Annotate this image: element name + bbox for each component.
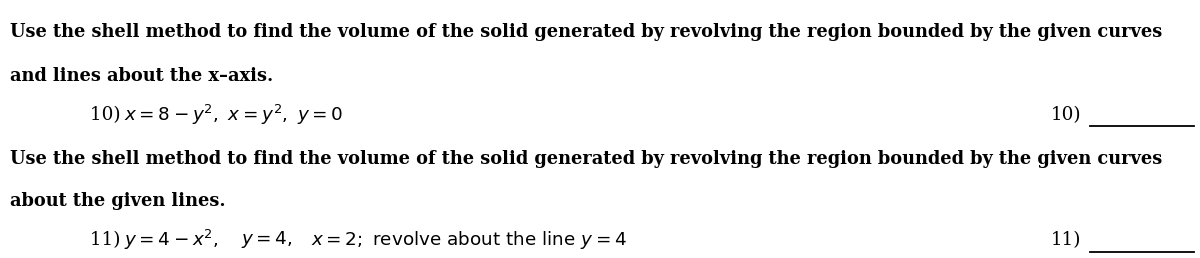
Text: $x = 2;\ \mathrm{revolve\ about\ the\ line}\ y = 4$: $x = 2;\ \mathrm{revolve\ about\ the\ li… <box>311 229 626 251</box>
Text: 10): 10) <box>90 106 126 124</box>
Text: about the given lines.: about the given lines. <box>10 192 226 210</box>
Text: Use the shell method to find the volume of the solid generated by revolving the : Use the shell method to find the volume … <box>10 23 1162 41</box>
Text: $y = 4,$: $y = 4,$ <box>241 229 293 251</box>
Text: 11): 11) <box>1051 231 1081 249</box>
Text: $y = 4 - x^2,$: $y = 4 - x^2,$ <box>124 228 218 252</box>
Text: $x = 8 - y^2,\ x = y^2,\ y = 0$: $x = 8 - y^2,\ x = y^2,\ y = 0$ <box>124 103 343 127</box>
Text: and lines about the x–axis.: and lines about the x–axis. <box>10 67 272 85</box>
Text: 10): 10) <box>1051 106 1082 124</box>
Text: 11): 11) <box>90 231 126 249</box>
Text: Use the shell method to find the volume of the solid generated by revolving the : Use the shell method to find the volume … <box>10 150 1162 168</box>
